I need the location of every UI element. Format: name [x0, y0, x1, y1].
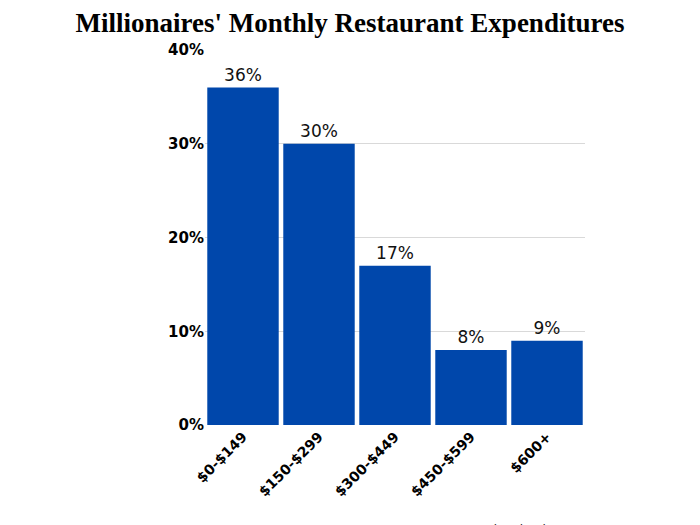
svg-text:17%: 17% [376, 243, 414, 263]
svg-text:30%: 30% [168, 135, 204, 153]
svg-text:8%: 8% [458, 327, 485, 347]
svg-text:20%: 20% [168, 229, 204, 247]
svg-text:$0-$149: $0-$149 [193, 429, 250, 486]
svg-text:Millionaires' Monthly Restaura: Millionaires' Monthly Restaurant Expendi… [76, 8, 625, 38]
svg-text:$300-$449: $300-$449 [332, 429, 403, 500]
svg-text:$600+: $600+ [507, 429, 554, 476]
svg-text:36%: 36% [224, 65, 262, 85]
svg-text:0%: 0% [179, 416, 204, 434]
svg-text:40%: 40% [168, 41, 204, 59]
svg-text:$150-$299: $150-$299 [256, 429, 327, 500]
svg-text:$450-$599: $450-$599 [408, 429, 479, 500]
svg-text:10%: 10% [168, 323, 204, 341]
svg-text:www.pathtosimple.com: www.pathtosimple.com [442, 523, 583, 525]
svg-text:9%: 9% [534, 318, 561, 338]
svg-text:30%: 30% [300, 121, 338, 141]
